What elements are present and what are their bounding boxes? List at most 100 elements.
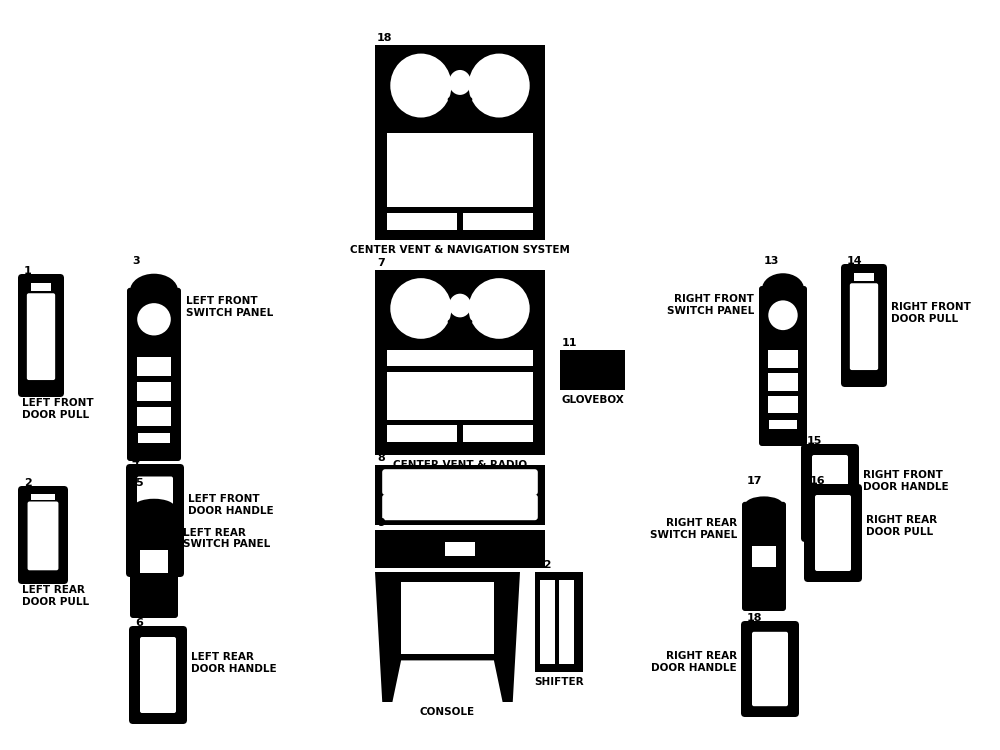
Bar bbox=[445, 542, 475, 556]
Text: ASHTRAY: ASHTRAY bbox=[433, 573, 487, 583]
Bar bbox=[560, 350, 625, 390]
Text: 18: 18 bbox=[377, 33, 392, 43]
Bar bbox=[31, 283, 51, 291]
Bar bbox=[375, 45, 545, 240]
FancyBboxPatch shape bbox=[841, 264, 887, 387]
Text: SHIFTER: SHIFTER bbox=[534, 677, 584, 687]
Text: 10: 10 bbox=[377, 560, 392, 570]
Text: 17: 17 bbox=[747, 476, 763, 486]
Bar bbox=[375, 530, 545, 568]
Text: RIGHT REAR
DOOR HANDLE: RIGHT REAR DOOR HANDLE bbox=[651, 652, 737, 673]
Ellipse shape bbox=[468, 98, 472, 102]
Ellipse shape bbox=[449, 294, 471, 317]
Text: RIGHT REAR
SWITCH PANEL: RIGHT REAR SWITCH PANEL bbox=[650, 518, 737, 539]
FancyBboxPatch shape bbox=[759, 286, 807, 446]
Bar bbox=[31, 494, 55, 500]
Text: 14: 14 bbox=[847, 256, 863, 266]
Bar bbox=[768, 373, 798, 391]
Text: 9: 9 bbox=[377, 518, 385, 528]
Bar bbox=[401, 583, 494, 654]
Text: 16: 16 bbox=[810, 476, 826, 486]
Bar bbox=[768, 396, 798, 413]
FancyBboxPatch shape bbox=[741, 621, 799, 717]
Bar bbox=[854, 272, 874, 280]
Text: CLIMA CONTROL: CLIMA CONTROL bbox=[412, 530, 508, 540]
FancyBboxPatch shape bbox=[850, 284, 878, 370]
FancyBboxPatch shape bbox=[126, 464, 184, 577]
Polygon shape bbox=[392, 661, 503, 702]
Bar bbox=[138, 433, 170, 442]
Bar bbox=[387, 425, 457, 442]
FancyBboxPatch shape bbox=[812, 455, 848, 531]
FancyBboxPatch shape bbox=[382, 470, 538, 495]
Text: 11: 11 bbox=[562, 338, 578, 348]
Bar bbox=[540, 580, 555, 664]
Text: 4: 4 bbox=[132, 456, 140, 466]
FancyBboxPatch shape bbox=[801, 444, 859, 542]
Text: CENTER VENT & RADIO: CENTER VENT & RADIO bbox=[393, 460, 527, 470]
Ellipse shape bbox=[768, 300, 798, 330]
Bar bbox=[768, 350, 798, 368]
Bar bbox=[375, 465, 545, 525]
Text: RIGHT FRONT
DOOR PULL: RIGHT FRONT DOOR PULL bbox=[891, 302, 971, 324]
FancyBboxPatch shape bbox=[130, 505, 178, 618]
Text: 2: 2 bbox=[24, 478, 32, 488]
Ellipse shape bbox=[137, 303, 171, 335]
FancyBboxPatch shape bbox=[382, 494, 538, 520]
Ellipse shape bbox=[468, 278, 530, 339]
FancyBboxPatch shape bbox=[815, 495, 851, 571]
Bar bbox=[137, 406, 171, 426]
Text: 18: 18 bbox=[747, 613, 763, 623]
Ellipse shape bbox=[448, 320, 452, 324]
Text: 6: 6 bbox=[135, 618, 143, 628]
Bar bbox=[559, 580, 574, 664]
Ellipse shape bbox=[133, 499, 175, 516]
Text: 7: 7 bbox=[377, 258, 385, 268]
FancyBboxPatch shape bbox=[18, 486, 68, 584]
Text: CENTER VENT & NAVIGATION SYSTEM: CENTER VENT & NAVIGATION SYSTEM bbox=[350, 245, 570, 255]
Text: LEFT FRONT
DOOR HANDLE: LEFT FRONT DOOR HANDLE bbox=[188, 494, 274, 516]
Bar bbox=[140, 550, 168, 572]
Text: LEFT REAR
SWITCH PANEL: LEFT REAR SWITCH PANEL bbox=[183, 527, 270, 549]
Text: RIGHT FRONT
DOOR HANDLE: RIGHT FRONT DOOR HANDLE bbox=[863, 470, 949, 492]
Polygon shape bbox=[375, 572, 520, 702]
Bar bbox=[137, 357, 171, 376]
Text: LEFT FRONT
SWITCH PANEL: LEFT FRONT SWITCH PANEL bbox=[186, 296, 273, 318]
Text: LEFT FRONT
DOOR PULL: LEFT FRONT DOOR PULL bbox=[22, 398, 94, 419]
Text: 5: 5 bbox=[135, 478, 143, 488]
Text: LEFT REAR
DOOR PULL: LEFT REAR DOOR PULL bbox=[22, 585, 89, 607]
Bar bbox=[769, 420, 797, 429]
Ellipse shape bbox=[468, 53, 530, 118]
FancyBboxPatch shape bbox=[752, 632, 788, 706]
Bar bbox=[375, 270, 545, 455]
FancyBboxPatch shape bbox=[127, 288, 181, 461]
Ellipse shape bbox=[745, 496, 783, 513]
Bar bbox=[387, 350, 533, 366]
FancyBboxPatch shape bbox=[28, 502, 58, 570]
Ellipse shape bbox=[130, 274, 178, 308]
FancyBboxPatch shape bbox=[27, 293, 55, 380]
Bar bbox=[387, 213, 457, 230]
Ellipse shape bbox=[468, 320, 472, 324]
FancyBboxPatch shape bbox=[18, 274, 64, 397]
Bar bbox=[463, 425, 533, 442]
Text: RIGHT FRONT
SWITCH PANEL: RIGHT FRONT SWITCH PANEL bbox=[667, 294, 754, 316]
Ellipse shape bbox=[390, 278, 452, 339]
FancyBboxPatch shape bbox=[129, 626, 187, 724]
Text: RIGHT REAR
DOOR PULL: RIGHT REAR DOOR PULL bbox=[866, 515, 937, 536]
FancyBboxPatch shape bbox=[742, 502, 786, 611]
FancyBboxPatch shape bbox=[137, 476, 173, 565]
Ellipse shape bbox=[762, 273, 804, 304]
Ellipse shape bbox=[448, 98, 452, 102]
Text: 13: 13 bbox=[764, 256, 779, 266]
Ellipse shape bbox=[390, 53, 452, 118]
Text: LEFT REAR
DOOR HANDLE: LEFT REAR DOOR HANDLE bbox=[191, 652, 277, 674]
Bar bbox=[535, 572, 583, 672]
Bar bbox=[752, 545, 776, 567]
Text: 15: 15 bbox=[807, 436, 822, 446]
Bar bbox=[463, 213, 533, 230]
FancyBboxPatch shape bbox=[804, 484, 862, 582]
Text: CONSOLE: CONSOLE bbox=[420, 707, 475, 717]
Bar bbox=[387, 372, 533, 420]
FancyBboxPatch shape bbox=[140, 637, 176, 713]
